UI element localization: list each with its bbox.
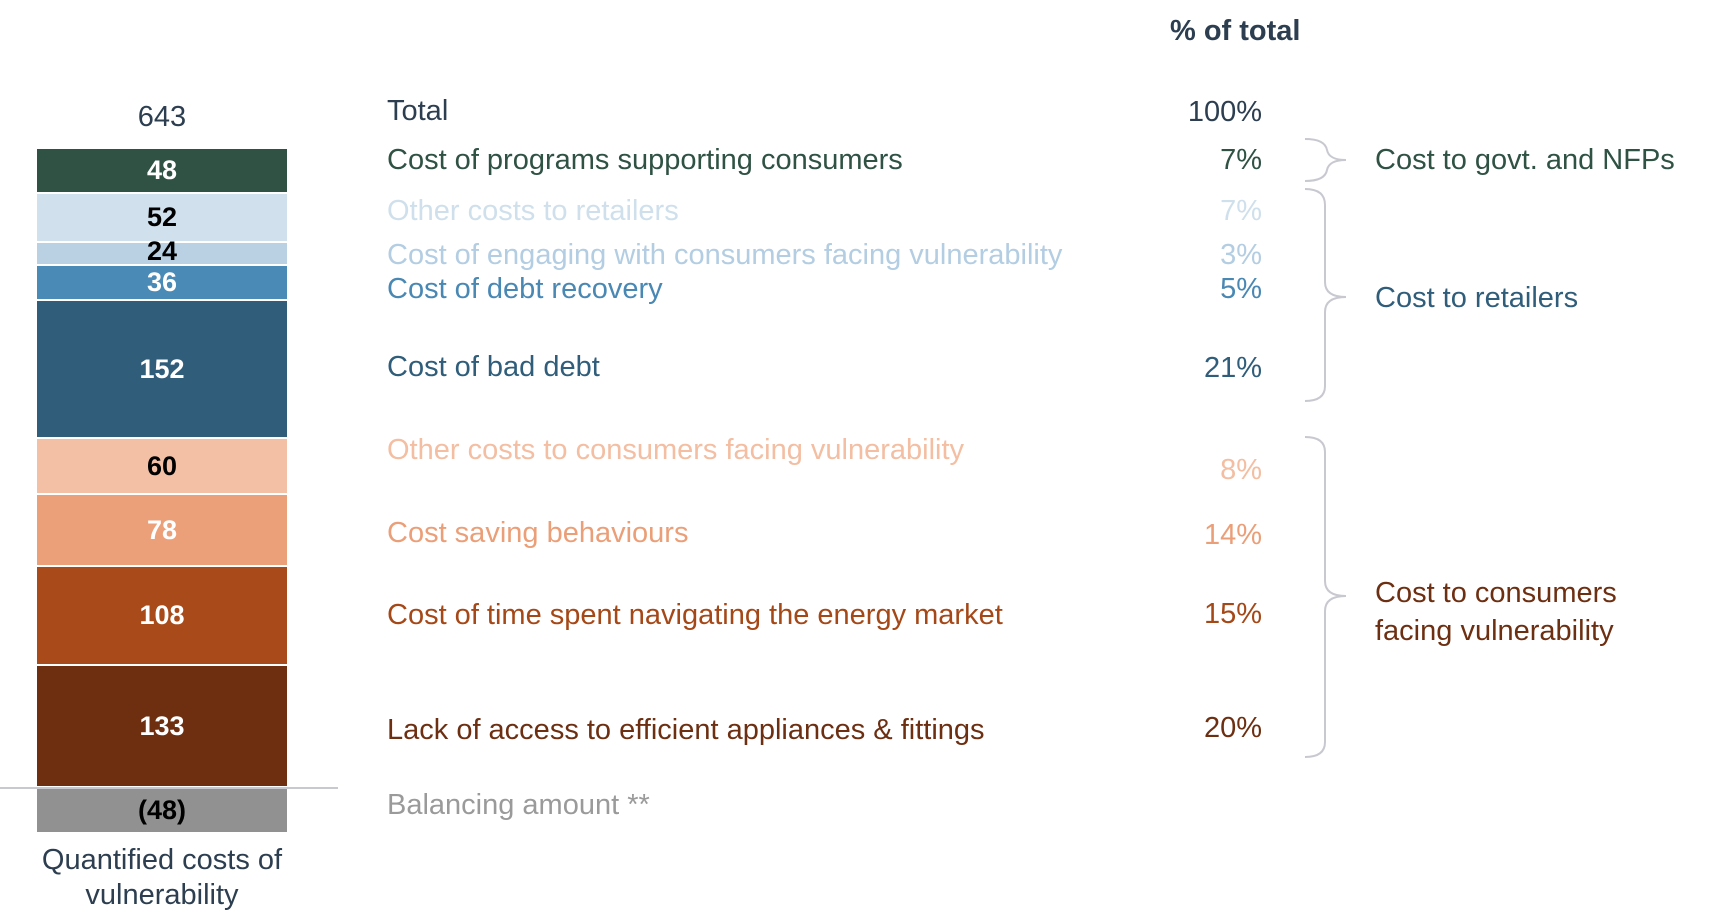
total-value-label: 643 [137, 101, 187, 133]
bar-segment-value: 24 [146, 236, 178, 267]
brace-govt-icon [1304, 138, 1347, 182]
group-label-retailers: Cost to retailers [1375, 282, 1579, 314]
bar-segment: 60 [37, 439, 287, 494]
row-label: Other costs to retailers [387, 195, 679, 227]
row-pct: 8% [1220, 454, 1262, 486]
bar-segment-value: 48 [146, 155, 178, 186]
bar-segment: 52 [37, 194, 287, 241]
row-pct: 7% [1220, 195, 1262, 227]
x-axis-label: Quantified costs of vulnerability [41, 844, 283, 911]
bar-segment: 108 [37, 567, 287, 665]
column-header-pct: % of total [1170, 15, 1301, 47]
bar-segment: 24 [37, 238, 287, 265]
row-pct: 3% [1220, 239, 1262, 271]
total-row-pct: 100% [1187, 96, 1262, 128]
row-label: Other costs to consumers facing vulnerab… [387, 434, 965, 466]
bar-segment-value: 108 [139, 600, 185, 631]
bar-segment: 152 [37, 300, 287, 438]
row-label: Cost of programs supporting consumers [387, 144, 903, 176]
row-pct: 14% [1203, 519, 1262, 551]
bar-segment-value: 152 [139, 353, 185, 384]
bar-segment-balancing: (48) [37, 789, 287, 832]
group-label-consumers-line1: Cost to consumers [1375, 577, 1617, 609]
bar-segment-value: 36 [146, 267, 178, 298]
brace-retailers-icon [1304, 188, 1347, 402]
bar-segment-value: (48) [137, 795, 186, 825]
baseline [0, 787, 338, 789]
bar-segment-value: 133 [139, 710, 185, 741]
row-label: Cost of time spent navigating the energy… [387, 599, 1003, 631]
row-pct: 20% [1203, 712, 1262, 744]
total-row-label: Total [387, 95, 449, 127]
row-pct: 21% [1203, 352, 1262, 384]
group-label-govt: Cost to govt. and NFPs [1375, 144, 1675, 176]
row-pct: 7% [1220, 144, 1262, 176]
row-pct: 5% [1220, 273, 1262, 305]
group-label-consumers: Cost to consumers facing vulnerability [1375, 574, 1617, 650]
group-label-consumers-line2: facing vulnerability [1375, 615, 1614, 647]
bar-segment: 36 [37, 266, 287, 299]
row-label: Cost of engaging with consumers facing v… [387, 239, 1063, 271]
row-label: Cost saving behaviours [387, 517, 689, 549]
row-label-balancing: Balancing amount ** [387, 789, 650, 821]
row-label: Cost of bad debt [387, 351, 600, 383]
row-label: Cost of debt recovery [387, 273, 663, 305]
bar-segment: 48 [37, 149, 287, 193]
row-pct: 15% [1203, 598, 1262, 630]
brace-consumers-icon [1304, 436, 1347, 758]
bar-segment: 78 [37, 495, 287, 566]
bar-segment: 133 [37, 666, 287, 786]
bar-segment-value: 78 [146, 514, 178, 545]
bar-segment-value: 60 [146, 450, 178, 481]
row-label: Lack of access to efficient appliances &… [387, 714, 985, 746]
bar-segment-value: 52 [146, 201, 178, 232]
